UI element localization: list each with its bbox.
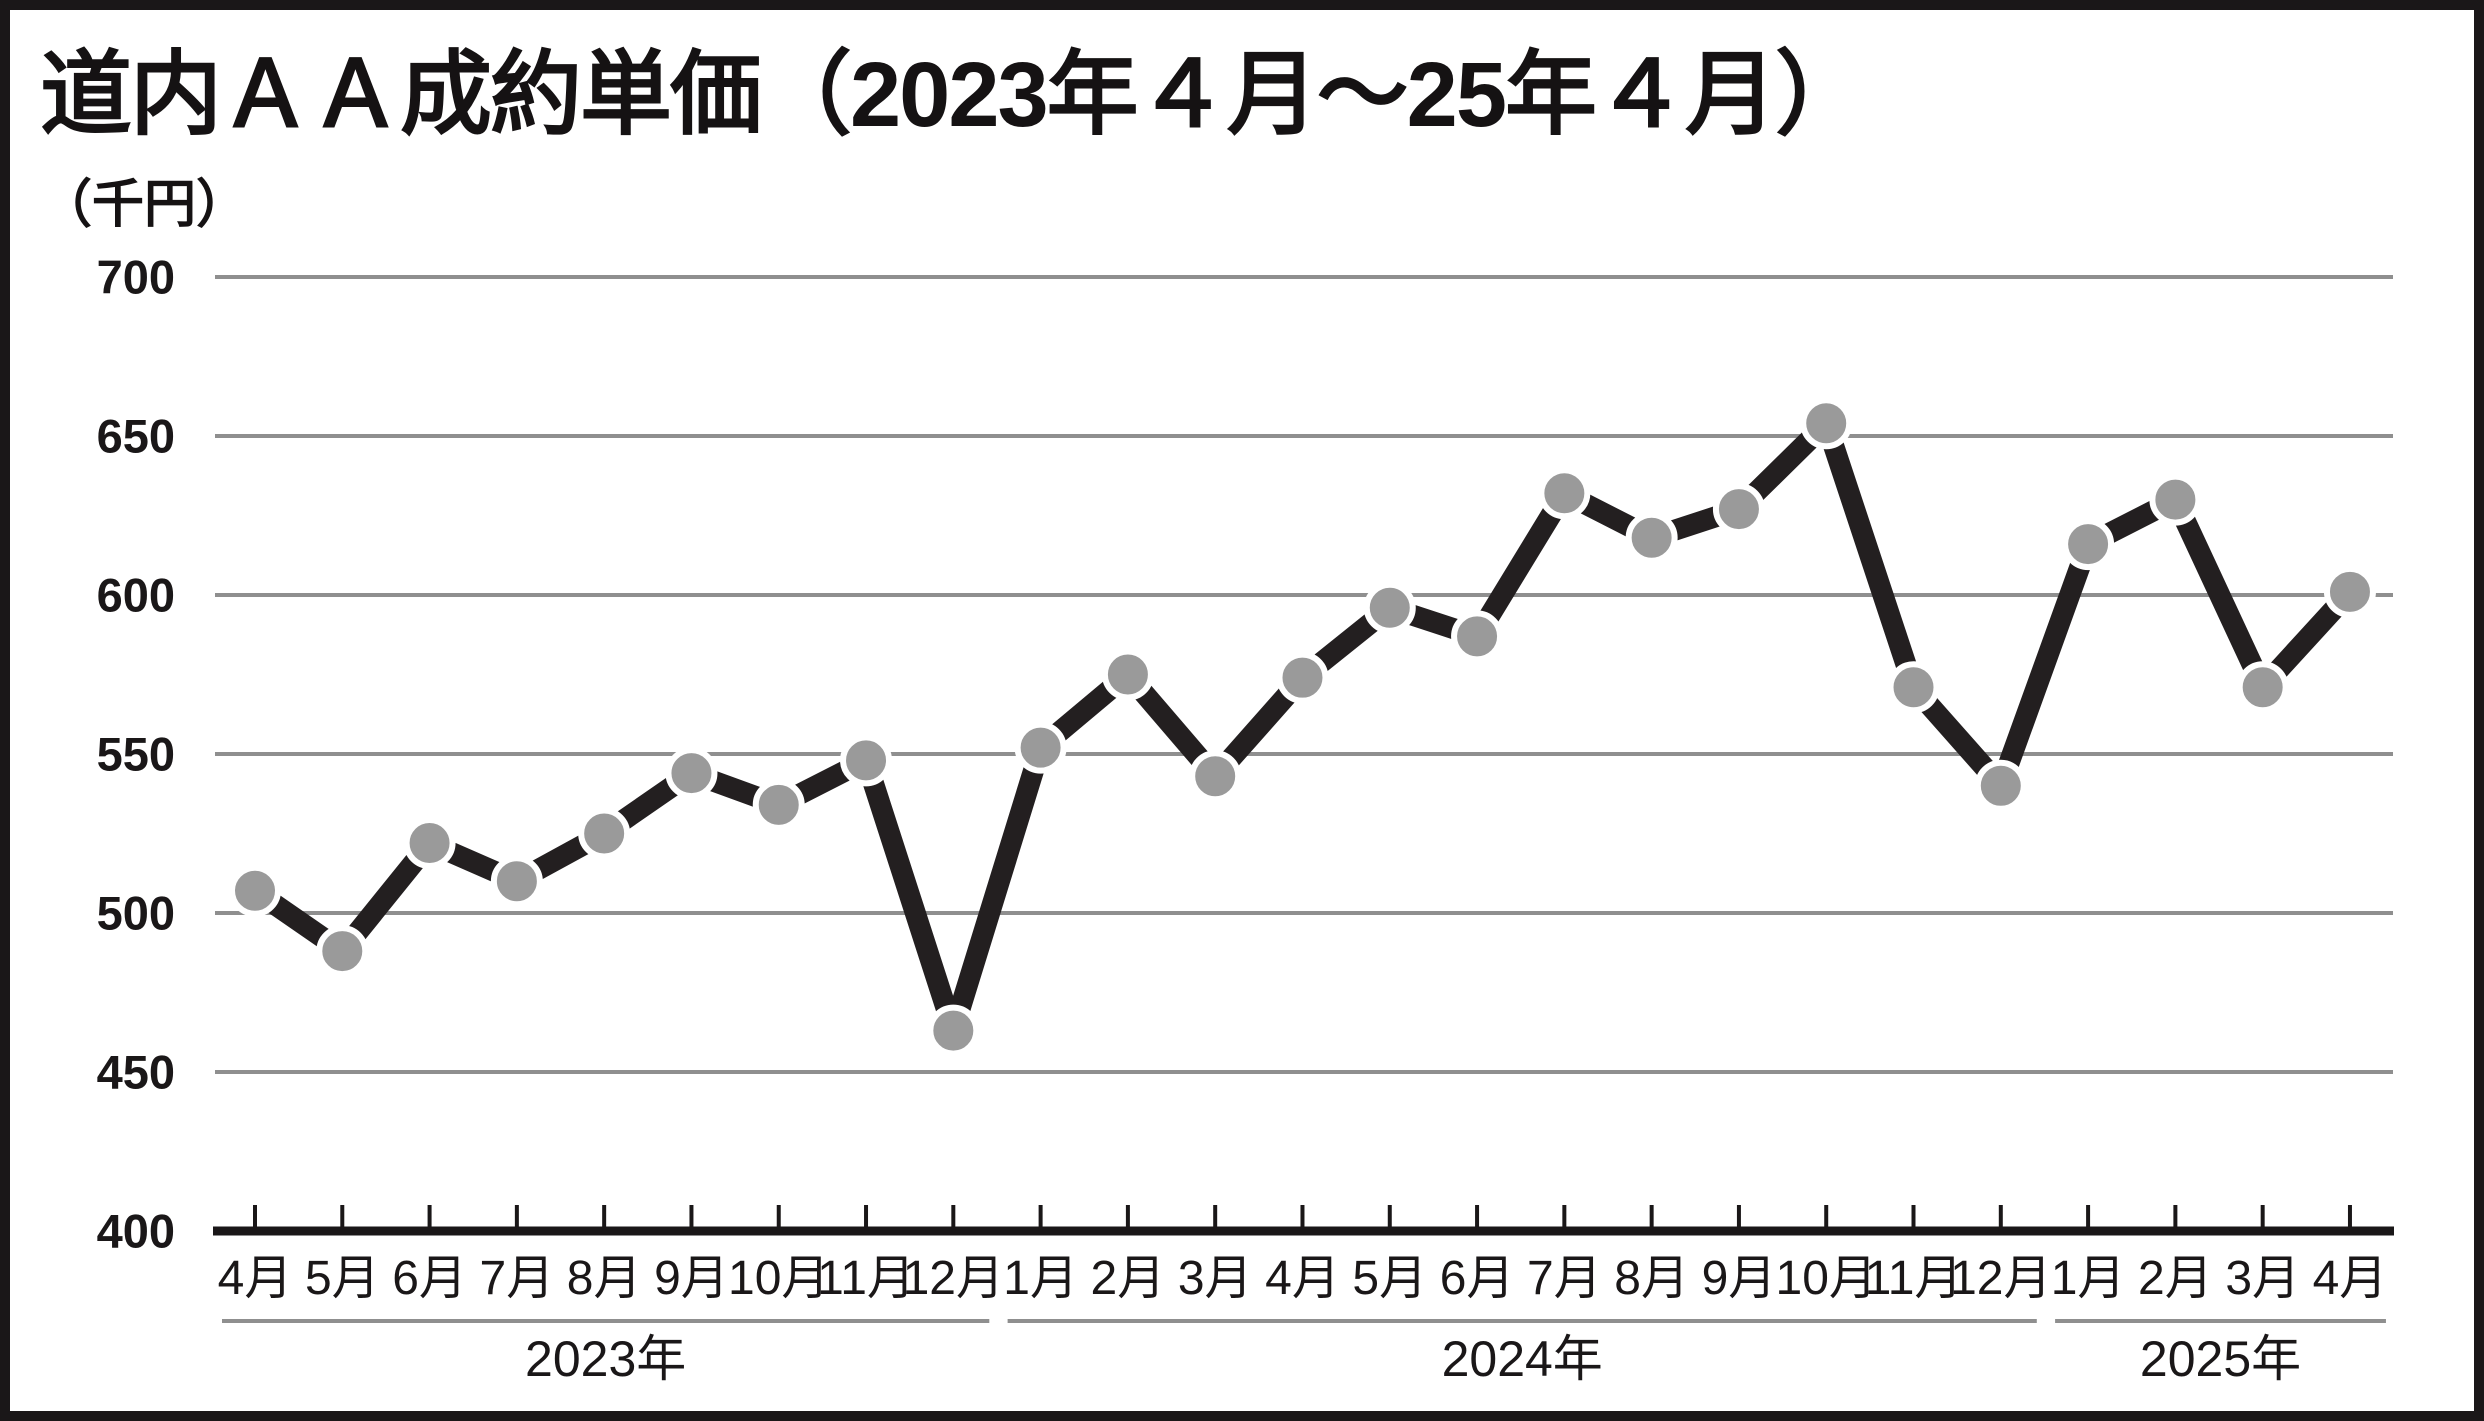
y-tick-label: 500 <box>97 887 175 940</box>
month-label: 5月 <box>305 1252 380 1305</box>
data-point <box>1451 610 1504 663</box>
month-label: 9月 <box>654 1252 729 1305</box>
y-tick-label: 600 <box>97 569 175 622</box>
data-point <box>1974 759 2027 812</box>
data-point <box>2323 565 2376 618</box>
data-point <box>403 817 456 870</box>
data-point <box>2149 473 2202 526</box>
data-point <box>1887 661 1940 714</box>
month-label: 11月 <box>817 1252 915 1305</box>
data-point <box>840 734 893 787</box>
data-point <box>1276 651 1329 704</box>
y-axis-unit-label: （千円） <box>40 176 249 234</box>
y-tick-label: 700 <box>97 251 175 304</box>
data-point <box>490 855 543 908</box>
month-label: 10月 <box>728 1252 829 1305</box>
y-tick-label: 650 <box>97 410 175 463</box>
month-label: 6月 <box>1440 1252 1515 1305</box>
data-point <box>1625 511 1678 564</box>
year-label: 2023年 <box>525 1331 686 1387</box>
month-label: 11月 <box>1865 1252 1963 1305</box>
data-point <box>1363 581 1416 634</box>
data-point <box>229 864 281 917</box>
y-tick-label: 450 <box>97 1046 175 1099</box>
data-point <box>578 807 631 860</box>
month-label: 8月 <box>1614 1252 1689 1305</box>
year-label: 2025年 <box>2140 1331 2301 1387</box>
data-point <box>927 1004 980 1057</box>
data-point <box>1189 750 1242 803</box>
data-point <box>1014 721 1067 774</box>
data-point <box>316 925 369 978</box>
month-label: 4月 <box>218 1252 293 1305</box>
data-point <box>665 747 718 800</box>
month-label: 12月 <box>903 1252 1004 1305</box>
month-label: 3月 <box>1178 1252 1253 1305</box>
month-label: 7月 <box>480 1252 555 1305</box>
chart-title: 道内ＡＡ成約単価（2023年４月～25年４月） <box>40 44 1867 146</box>
month-label: 1月 <box>2051 1252 2126 1305</box>
y-tick-label: 400 <box>97 1205 175 1258</box>
data-point <box>1800 397 1853 450</box>
month-label: 4月 <box>2313 1252 2388 1305</box>
data-point <box>2062 518 2115 571</box>
y-tick-label: 550 <box>97 728 175 781</box>
month-label: 2月 <box>1091 1252 1166 1305</box>
month-label: 1月 <box>1003 1252 1078 1305</box>
data-point <box>1101 648 1154 701</box>
month-label: 2月 <box>2138 1252 2213 1305</box>
data-point <box>1712 483 1765 536</box>
month-label: 3月 <box>2225 1252 2300 1305</box>
month-label: 5月 <box>1352 1252 1427 1305</box>
month-label: 8月 <box>567 1252 642 1305</box>
data-point <box>1538 467 1591 520</box>
month-label: 7月 <box>1527 1252 1602 1305</box>
trend-line <box>244 412 2361 1042</box>
year-label: 2024年 <box>1442 1331 1603 1387</box>
month-label: 12月 <box>1950 1252 2051 1305</box>
month-label: 10月 <box>1776 1252 1877 1305</box>
data-point <box>752 778 805 831</box>
month-label: 9月 <box>1702 1252 1777 1305</box>
data-point <box>2236 661 2289 714</box>
month-label: 6月 <box>392 1252 467 1305</box>
month-label: 4月 <box>1265 1252 1340 1305</box>
